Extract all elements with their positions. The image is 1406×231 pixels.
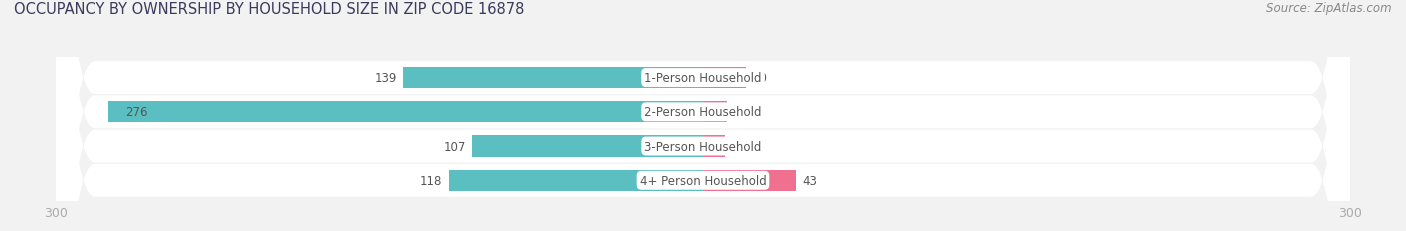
Text: 11: 11 [733, 106, 748, 119]
Bar [703, 136, 724, 157]
Text: 118: 118 [420, 174, 441, 187]
Text: Source: ZipAtlas.com: Source: ZipAtlas.com [1267, 2, 1392, 15]
Text: 276: 276 [125, 106, 148, 119]
FancyBboxPatch shape [56, 0, 1350, 231]
Text: 2-Person Household: 2-Person Household [644, 106, 762, 119]
Bar [703, 102, 727, 123]
Bar [472, 136, 703, 157]
FancyBboxPatch shape [56, 0, 1350, 231]
Text: 4+ Person Household: 4+ Person Household [640, 174, 766, 187]
Text: 43: 43 [803, 174, 817, 187]
FancyBboxPatch shape [56, 0, 1350, 231]
Bar [703, 68, 747, 89]
Text: 10: 10 [731, 140, 747, 153]
Text: 107: 107 [443, 140, 465, 153]
Bar [108, 102, 703, 123]
Bar [404, 68, 703, 89]
Bar [703, 170, 796, 191]
Text: 1-Person Household: 1-Person Household [644, 72, 762, 85]
Text: OCCUPANCY BY OWNERSHIP BY HOUSEHOLD SIZE IN ZIP CODE 16878: OCCUPANCY BY OWNERSHIP BY HOUSEHOLD SIZE… [14, 2, 524, 17]
Text: 3-Person Household: 3-Person Household [644, 140, 762, 153]
Bar [449, 170, 703, 191]
FancyBboxPatch shape [56, 0, 1350, 231]
Text: 20: 20 [752, 72, 768, 85]
Text: 139: 139 [374, 72, 396, 85]
